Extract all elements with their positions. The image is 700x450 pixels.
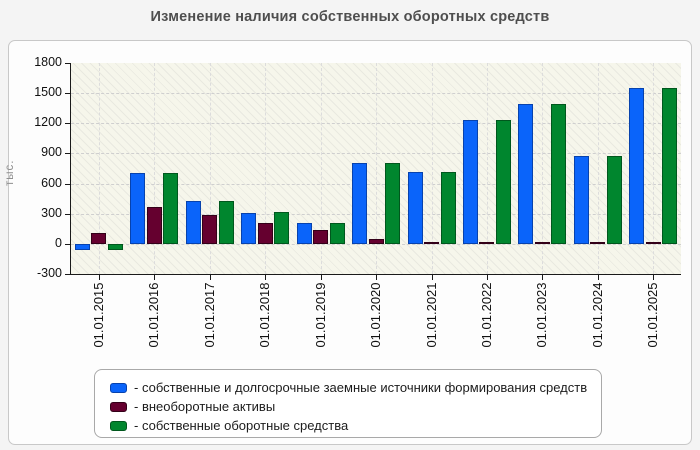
bar-own-working-capital-01.01.2024: [606, 155, 622, 244]
x-tick-mark: [98, 275, 100, 280]
bar-own-working-capital-01.01.2023: [551, 104, 567, 244]
bar-own-working-capital-01.01.2018: [274, 212, 290, 244]
y-tick-label: 300: [41, 205, 62, 220]
x-tick-mark: [542, 275, 544, 280]
bar-sources-01.01.2018: [241, 212, 257, 244]
bar-noncurrent-assets-01.01.2017: [202, 214, 218, 244]
y-axis-line: [70, 63, 71, 275]
bar-own-working-capital-01.01.2025: [662, 88, 678, 244]
x-tick-label: 01.01.2016: [146, 282, 162, 348]
gridline-vertical: [653, 63, 655, 274]
legend-label-sources: - собственные и долгосрочные заемные ист…: [134, 380, 588, 395]
plot-area: [71, 63, 681, 274]
bar-noncurrent-assets-01.01.2025: [645, 241, 661, 244]
gridline-vertical: [376, 63, 377, 274]
gridline-vertical: [320, 63, 322, 274]
legend-item-sources: - собственные и долгосрочные заемные ист…: [110, 378, 591, 397]
bar-own-working-capital-01.01.2019: [329, 222, 345, 244]
bar-own-working-capital-01.01.2017: [218, 200, 234, 244]
bar-noncurrent-assets-01.01.2020: [368, 238, 384, 244]
bar-own-working-capital-01.01.2021: [440, 171, 456, 244]
y-tick-label: 1500: [34, 85, 62, 100]
bar-noncurrent-assets-01.01.2021: [424, 241, 439, 244]
y-tick-mark: [65, 183, 70, 185]
legend-item-own-working-capital: - собственные оборотные средства: [110, 416, 591, 435]
y-tick-label: 0: [55, 235, 62, 250]
y-tick-mark: [65, 243, 70, 245]
x-tick-label: 01.01.2022: [478, 282, 494, 348]
legend: - собственные и долгосрочные заемные ист…: [94, 369, 602, 438]
x-tick-mark: [431, 275, 433, 280]
x-tick-label: 01.01.2017: [201, 282, 217, 348]
y-tick-label: 1800: [34, 55, 62, 69]
x-tick-label: 01.01.2018: [257, 282, 273, 348]
chart-title: Изменение наличия собственных оборотных …: [150, 9, 550, 25]
y-tick-mark: [65, 93, 70, 95]
bar-own-working-capital-01.01.2020: [385, 162, 400, 244]
bar-noncurrent-assets-01.01.2015: [91, 232, 107, 244]
x-tick-label: 01.01.2015: [90, 282, 106, 348]
gridline-vertical: [154, 63, 156, 274]
y-tick-mark: [65, 213, 70, 215]
legend-swatch-sources: [110, 382, 127, 393]
y-tick-label: -300: [36, 266, 62, 280]
x-tick-mark: [209, 275, 211, 280]
x-tick-mark: [597, 275, 599, 280]
bar-sources-01.01.2021: [407, 171, 423, 244]
bar-sources-01.01.2019: [296, 222, 312, 244]
y-tick-label: 600: [41, 175, 62, 190]
x-tick-label: 01.01.2019: [312, 282, 328, 348]
bar-own-working-capital-01.01.2016: [163, 172, 179, 244]
bar-sources-01.01.2015: [74, 243, 90, 250]
x-axis-line: [70, 274, 681, 275]
bar-own-working-capital-01.01.2022: [495, 120, 511, 244]
y-tick-label: 1200: [34, 115, 62, 130]
legend-item-noncurrent-assets: - внеоборотные активы: [110, 397, 591, 416]
bar-noncurrent-assets-01.01.2019: [313, 230, 328, 244]
bar-own-working-capital-01.01.2015: [107, 243, 123, 250]
bar-sources-01.01.2023: [518, 104, 534, 244]
bar-sources-01.01.2024: [573, 155, 589, 244]
bar-sources-01.01.2016: [130, 172, 146, 244]
x-tick-label: 01.01.2025: [645, 282, 661, 348]
gridline-vertical: [597, 63, 599, 274]
x-tick-mark: [486, 275, 488, 280]
y-tick-mark: [65, 153, 70, 155]
bar-noncurrent-assets-01.01.2024: [590, 241, 606, 244]
y-tick-mark: [65, 63, 70, 64]
gridline-vertical: [486, 63, 488, 274]
bar-sources-01.01.2017: [185, 200, 201, 244]
legend-label-own-working-capital: - собственные оборотные средства: [134, 418, 349, 433]
y-tick-mark: [65, 274, 70, 275]
chart-panel: тыс. 1800 1500 1200 900 600 300 0 -300 01.01.201…: [4, 40, 692, 445]
bar-noncurrent-assets-01.01.2022: [479, 241, 495, 244]
bar-noncurrent-assets-01.01.2023: [534, 241, 550, 244]
bar-noncurrent-assets-01.01.2016: [146, 206, 162, 244]
gridline-vertical: [98, 63, 100, 274]
x-tick-mark: [320, 275, 322, 280]
legend-swatch-own-working-capital: [110, 420, 127, 431]
x-tick-label: 01.01.2021: [423, 282, 439, 348]
gridline-vertical: [542, 63, 544, 274]
bar-sources-01.01.2025: [629, 88, 645, 244]
bar-noncurrent-assets-01.01.2018: [257, 222, 273, 244]
legend-swatch-noncurrent-assets: [110, 401, 127, 412]
x-tick-mark: [154, 275, 156, 280]
gridline-vertical: [431, 63, 433, 274]
x-tick-label: 01.01.2020: [368, 282, 383, 348]
x-tick-label: 01.01.2023: [534, 282, 550, 348]
y-tick-label: 900: [41, 145, 62, 160]
gridline-vertical: [265, 63, 267, 274]
x-tick-mark: [376, 275, 377, 280]
y-tick-mark: [65, 123, 70, 125]
gridline-vertical: [209, 63, 211, 274]
x-tick-label: 01.01.2024: [589, 282, 605, 348]
x-tick-mark: [653, 275, 655, 280]
bar-sources-01.01.2020: [352, 162, 367, 244]
bar-sources-01.01.2022: [462, 120, 478, 244]
x-tick-mark: [265, 275, 267, 280]
legend-label-noncurrent-assets: - внеоборотные активы: [134, 399, 276, 414]
